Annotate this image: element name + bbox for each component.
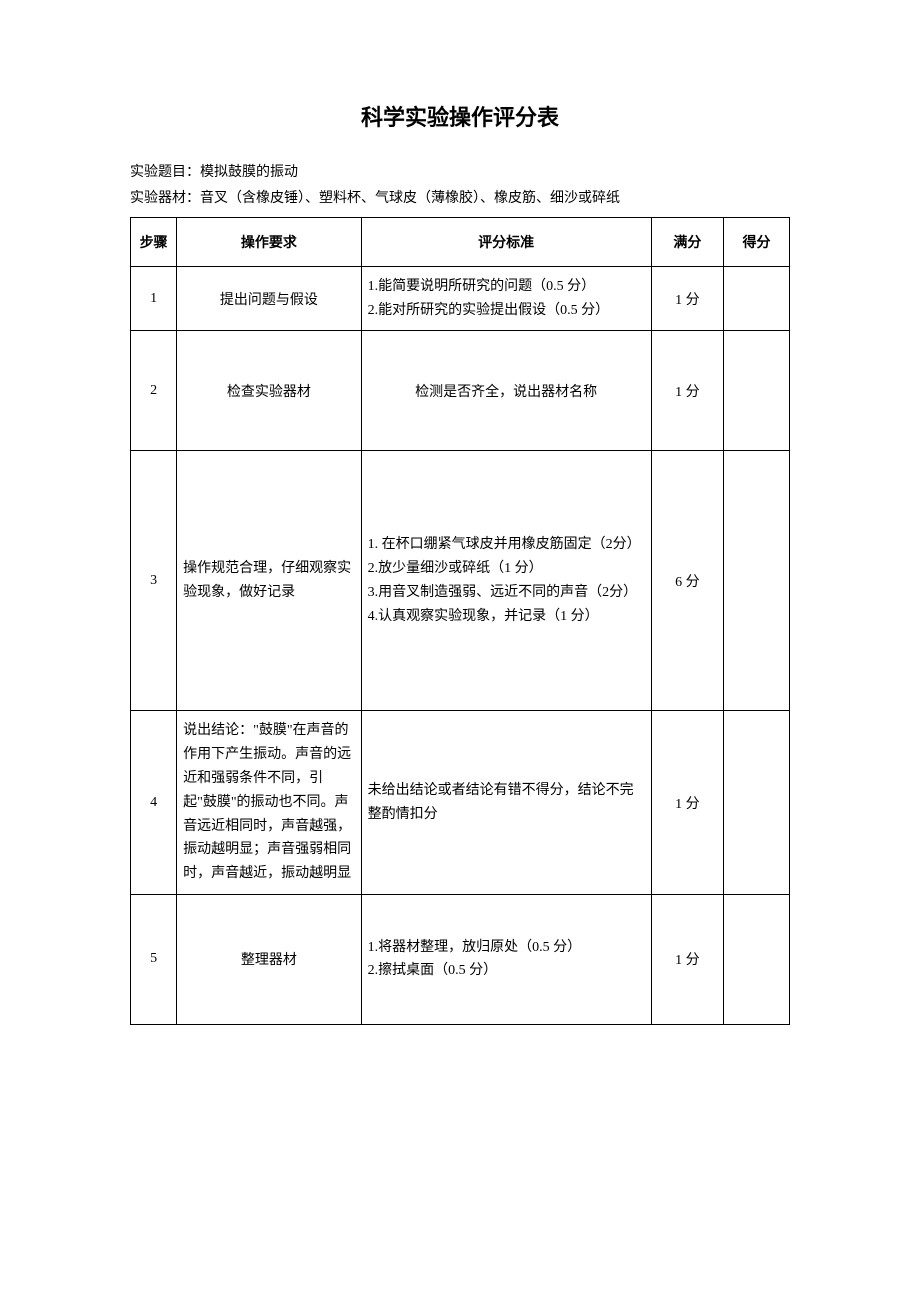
table-row: 4 说出结论："鼓膜"在声音的作用下产生振动。声音的远近和强弱条件不同，引起"鼓… [131,711,790,895]
cell-requirement: 提出问题与假设 [177,266,362,331]
scoring-table: 步骤 操作要求 评分标准 满分 得分 1 提出问题与假设 1.能简要说明所研究的… [130,217,790,1025]
header-standard: 评分标准 [361,217,651,266]
cell-score [724,451,790,711]
header-score: 得分 [724,217,790,266]
materials-label: 实验器材： [130,191,200,206]
cell-score [724,331,790,451]
cell-score [724,711,790,895]
topic-label: 实验题目： [130,165,200,180]
page-title: 科学实验操作评分表 [130,100,790,132]
cell-step: 5 [131,894,177,1024]
header-requirement: 操作要求 [177,217,362,266]
cell-full: 1 分 [651,711,723,895]
cell-full: 6 分 [651,451,723,711]
cell-full: 1 分 [651,331,723,451]
cell-full: 1 分 [651,894,723,1024]
cell-standard: 1. 在杯口绷紧气球皮并用橡皮筋固定（2分）2.放少量细沙或碎纸（1 分）3.用… [361,451,651,711]
cell-step: 1 [131,266,177,331]
materials-value: 音叉（含橡皮锤）、塑料杯、气球皮（薄橡胶）、橡皮筋、细沙或碎纸 [200,191,620,206]
cell-requirement: 整理器材 [177,894,362,1024]
cell-step: 3 [131,451,177,711]
cell-requirement: 检查实验器材 [177,331,362,451]
table-row: 3 操作规范合理，仔细观察实验现象，做好记录 1. 在杯口绷紧气球皮并用橡皮筋固… [131,451,790,711]
experiment-topic-line: 实验题目：模拟鼓膜的振动 [130,162,790,184]
cell-step: 2 [131,331,177,451]
cell-step: 4 [131,711,177,895]
table-row: 2 检查实验器材 检测是否齐全，说出器材名称 1 分 [131,331,790,451]
cell-score [724,266,790,331]
table-row: 5 整理器材 1.将器材整理，放归原处（0.5 分）2.擦拭桌面（0.5 分） … [131,894,790,1024]
header-full: 满分 [651,217,723,266]
table-row: 1 提出问题与假设 1.能简要说明所研究的问题（0.5 分）2.能对所研究的实验… [131,266,790,331]
topic-value: 模拟鼓膜的振动 [200,165,298,180]
cell-standard: 检测是否齐全，说出器材名称 [361,331,651,451]
table-header-row: 步骤 操作要求 评分标准 满分 得分 [131,217,790,266]
experiment-materials-line: 实验器材：音叉（含橡皮锤）、塑料杯、气球皮（薄橡胶）、橡皮筋、细沙或碎纸 [130,188,790,210]
cell-standard: 未给出结论或者结论有错不得分，结论不完整酌情扣分 [361,711,651,895]
cell-standard: 1.能简要说明所研究的问题（0.5 分）2.能对所研究的实验提出假设（0.5 分… [361,266,651,331]
cell-standard: 1.将器材整理，放归原处（0.5 分）2.擦拭桌面（0.5 分） [361,894,651,1024]
header-step: 步骤 [131,217,177,266]
cell-requirement: 操作规范合理，仔细观察实验现象，做好记录 [177,451,362,711]
cell-full: 1 分 [651,266,723,331]
cell-requirement: 说出结论："鼓膜"在声音的作用下产生振动。声音的远近和强弱条件不同，引起"鼓膜"… [177,711,362,895]
cell-score [724,894,790,1024]
